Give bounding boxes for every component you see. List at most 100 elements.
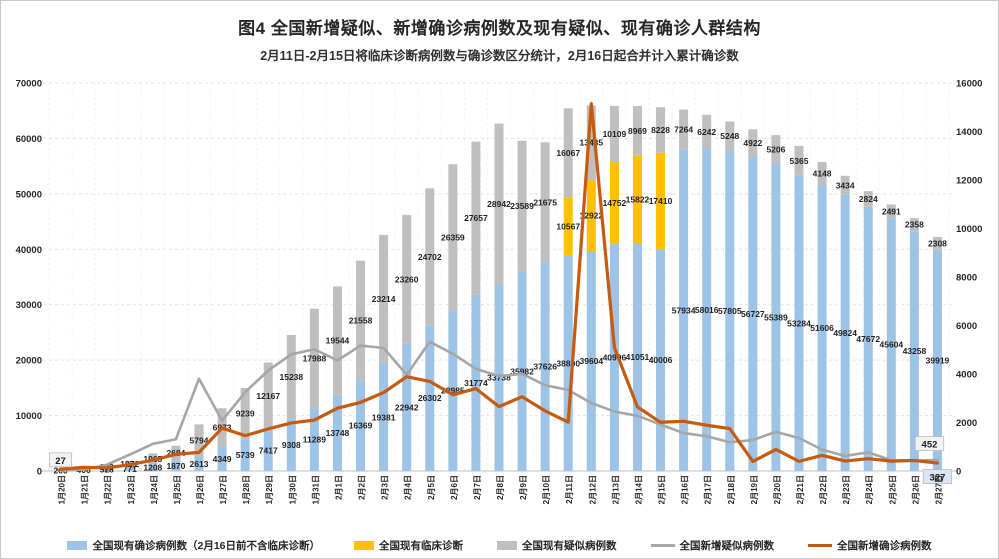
svg-text:2月26日: 2月26日 (911, 475, 920, 504)
svg-text:2月22日: 2月22日 (819, 475, 828, 504)
svg-text:26302: 26302 (418, 393, 442, 403)
svg-text:40000: 40000 (16, 245, 42, 256)
svg-text:10567: 10567 (556, 222, 580, 232)
svg-text:6242: 6242 (697, 127, 716, 137)
legend-label-existing-confirmed: 全国现有确诊病例数（2月16日前不含临床诊断） (92, 540, 321, 552)
legend-item-existing-clinical: 全国现有临床诊断 (354, 538, 463, 553)
svg-text:8969: 8969 (628, 126, 647, 136)
svg-text:15822: 15822 (626, 195, 650, 205)
svg-text:2月10日: 2月10日 (542, 475, 551, 504)
svg-text:6000: 6000 (956, 321, 977, 332)
svg-text:2月12日: 2月12日 (588, 475, 597, 504)
svg-text:12167: 12167 (256, 391, 280, 401)
svg-text:16067: 16067 (556, 148, 580, 158)
svg-text:70000: 70000 (16, 79, 42, 90)
svg-text:16000: 16000 (956, 79, 982, 90)
svg-text:10000: 10000 (16, 411, 42, 422)
svg-text:1月25日: 1月25日 (173, 475, 182, 504)
svg-text:4148: 4148 (813, 168, 832, 178)
y-axis-left: 0 10000 20000 30000 40000 50000 60000 70000 (16, 79, 42, 478)
svg-text:1月24日: 1月24日 (150, 475, 159, 504)
legend-label-new-confirmed: 全国新增确诊病例数 (837, 540, 932, 552)
svg-text:2491: 2491 (882, 206, 901, 216)
x-axis-labels: 1月20日 1月21日 1月22日 1月23日 1月24日 1月25日 1月26日 1月27日… (58, 475, 944, 504)
svg-text:2358: 2358 (905, 220, 924, 230)
svg-text:528: 528 (100, 465, 114, 475)
svg-text:8000: 8000 (956, 273, 977, 284)
svg-text:2月21日: 2月21日 (796, 475, 805, 504)
svg-text:50000: 50000 (16, 189, 42, 200)
svg-text:2月18日: 2月18日 (727, 475, 736, 504)
svg-text:2月11日: 2月11日 (565, 475, 574, 504)
svg-text:0: 0 (956, 467, 961, 478)
svg-text:2月19日: 2月19日 (750, 475, 759, 504)
legend-swatch-confirmed-bar (67, 541, 88, 550)
svg-text:2月24日: 2月24日 (865, 475, 874, 504)
svg-text:37626: 37626 (533, 362, 557, 372)
svg-text:2月25日: 2月25日 (888, 475, 897, 504)
svg-text:2月17日: 2月17日 (704, 475, 713, 504)
svg-text:4922: 4922 (743, 138, 762, 148)
svg-text:2月5日: 2月5日 (427, 475, 436, 500)
chart-title: 图4 全国新增疑似、新增确诊病例数及现有疑似、现有确诊人群结构 (238, 19, 761, 38)
legend-swatch-new-confirmed-line (808, 543, 833, 548)
svg-text:327: 327 (930, 473, 946, 484)
svg-text:28942: 28942 (487, 199, 511, 209)
bars (56, 105, 942, 471)
svg-text:49824: 49824 (833, 328, 857, 338)
svg-text:2月27日: 2月27日 (934, 475, 943, 504)
legend-item-existing-confirmed: 全国现有确诊病例数（2月16日前不含临床诊断） (67, 538, 320, 553)
svg-text:57805: 57805 (718, 306, 742, 316)
svg-text:24702: 24702 (418, 252, 442, 262)
svg-text:11289: 11289 (303, 435, 326, 445)
svg-text:17988: 17988 (303, 354, 327, 364)
svg-text:2月15日: 2月15日 (658, 475, 667, 504)
svg-text:58016: 58016 (695, 305, 719, 315)
legend-item-existing-suspected: 全国现有疑似病例数 (497, 538, 617, 553)
svg-text:2月8日: 2月8日 (496, 475, 505, 500)
svg-text:1月26日: 1月26日 (196, 475, 205, 504)
svg-text:33738: 33738 (487, 372, 511, 382)
svg-text:10109: 10109 (603, 129, 627, 139)
svg-text:40996: 40996 (603, 352, 627, 362)
svg-text:2824: 2824 (859, 194, 878, 204)
legend-swatch-clinical-bar (354, 541, 375, 550)
svg-text:39604: 39604 (579, 356, 603, 366)
svg-text:2613: 2613 (190, 459, 209, 469)
svg-text:27: 27 (55, 456, 66, 467)
svg-text:43258: 43258 (903, 346, 927, 356)
svg-text:19381: 19381 (372, 412, 396, 422)
svg-text:452: 452 (922, 440, 938, 451)
svg-text:1月23日: 1月23日 (127, 475, 136, 504)
svg-text:15238: 15238 (279, 372, 303, 382)
svg-text:1月30日: 1月30日 (288, 475, 297, 504)
svg-text:23589: 23589 (510, 201, 534, 211)
svg-text:20000: 20000 (16, 356, 42, 367)
legend-label-existing-suspected: 全国现有疑似病例数 (522, 540, 617, 552)
svg-text:5206: 5206 (766, 145, 785, 155)
legend-swatch-suspected-bar (497, 541, 518, 550)
svg-text:2月7日: 2月7日 (473, 475, 482, 500)
svg-text:41051: 41051 (626, 352, 650, 362)
svg-text:40006: 40006 (649, 355, 673, 365)
svg-text:2月2日: 2月2日 (358, 475, 367, 500)
chart-subtitle: 2月11日-2月15日将临床诊断病例数与确诊数区分统计，2月16日起合并计入累计… (260, 49, 739, 63)
svg-text:13435: 13435 (579, 138, 603, 148)
line-new-suspected (59, 340, 939, 472)
svg-text:2月23日: 2月23日 (842, 475, 851, 504)
svg-text:5365: 5365 (790, 156, 809, 166)
legend-item-new-suspected: 全国新增疑似病例数 (650, 538, 774, 553)
svg-text:14752: 14752 (603, 198, 627, 208)
svg-text:1月31日: 1月31日 (311, 475, 320, 504)
svg-text:2月6日: 2月6日 (450, 475, 459, 500)
line-new-confirmed (58, 101, 940, 471)
svg-text:2月20日: 2月20日 (773, 475, 782, 504)
svg-text:21675: 21675 (533, 197, 557, 207)
svg-text:39919: 39919 (926, 355, 950, 365)
svg-text:2月9日: 2月9日 (519, 475, 528, 500)
svg-text:56727: 56727 (741, 309, 765, 319)
svg-text:4000: 4000 (956, 370, 977, 381)
line-point-labels: 27 452 327 (49, 436, 953, 484)
svg-text:26359: 26359 (441, 232, 465, 242)
